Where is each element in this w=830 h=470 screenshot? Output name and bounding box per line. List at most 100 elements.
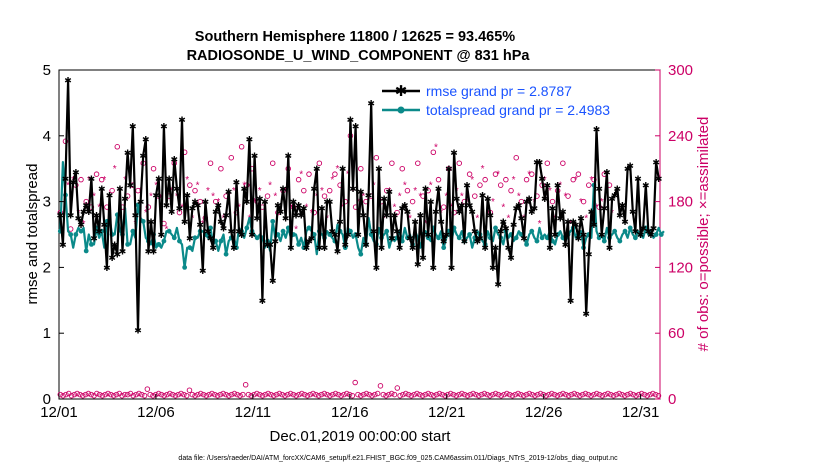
- obs-assimilated-point: *: [294, 225, 298, 236]
- obs-low-count-point: [622, 392, 628, 399]
- spread-point: [368, 232, 374, 237]
- spread-point: [280, 228, 286, 234]
- rmse-point: ✱: [621, 217, 629, 227]
- rmse-point: ✱: [111, 240, 119, 250]
- obs-assimilated-point: *: [501, 203, 505, 214]
- obs-possible-point: [212, 198, 219, 205]
- rmse-point: ✱: [243, 197, 251, 207]
- obs-low-count-point: [256, 391, 263, 398]
- obs-low-count-point: [324, 391, 330, 398]
- rmse-point: ✱: [562, 240, 570, 250]
- obs-low-count-point: [388, 390, 395, 397]
- rmse-point: ✱: [601, 204, 609, 214]
- x-tick-label: 12/21: [428, 404, 466, 421]
- obs-possible-point: [373, 154, 380, 161]
- obs-low-count-point: [248, 392, 255, 399]
- rmse-point: ✱: [300, 204, 308, 214]
- obs-assimilated-point: *: [206, 186, 210, 197]
- rmse-point: ✱: [114, 250, 122, 260]
- rmse-point: ✱: [492, 243, 500, 253]
- rmse-point: ✱: [556, 214, 564, 224]
- obs-low-count-point: [276, 390, 283, 397]
- rmse-point: ✱: [538, 174, 546, 184]
- obs-low-count-point: [577, 392, 583, 399]
- rmse-point: ✱: [419, 253, 427, 263]
- obs-assimilated-point: *: [299, 170, 303, 181]
- obs-assimilated-point: *: [102, 175, 106, 186]
- rmse-point: ✱: [455, 207, 463, 217]
- rmse-point: ✱: [354, 230, 362, 240]
- data-file-footnote: data file: /Users/raeder/DAI/ATM_forcXX/…: [178, 455, 618, 462]
- rmse-point: ✱: [608, 194, 616, 204]
- obs-possible-point: [565, 193, 571, 199]
- spread-point: [301, 245, 307, 251]
- y2-tick-label: 60: [668, 325, 685, 342]
- obs-low-count-point: [610, 392, 617, 399]
- rmse-point: ✱: [67, 210, 75, 220]
- obs-low-count-point: [436, 390, 443, 397]
- obs-low-count-point: [467, 391, 474, 398]
- obs-low-count-point: [636, 391, 642, 398]
- obs-low-count-point: [537, 390, 544, 397]
- obs-low-count-point: [341, 391, 347, 398]
- obs-possible-point: [114, 144, 121, 150]
- rmse-point: ✱: [69, 177, 77, 187]
- obs-low-count-point: [475, 392, 482, 399]
- rmse-point: ✱: [409, 243, 417, 253]
- rmse-point: ✱: [238, 230, 246, 240]
- obs-low-count-point: [136, 390, 142, 397]
- obs-assimilated-point: *: [475, 214, 479, 225]
- obs-assimilated-point: *: [548, 186, 552, 197]
- rmse-point: ✱: [380, 194, 388, 204]
- rmse-point: ✱: [158, 230, 166, 240]
- obs-possible-point: [269, 160, 276, 166]
- rmse-point: ✱: [339, 164, 347, 174]
- obs-assimilated-point: *: [413, 186, 417, 197]
- obs-low-count-point: [563, 391, 569, 398]
- obs-low-count-point: [422, 391, 429, 398]
- rmse-point: ✱: [544, 181, 552, 191]
- obs-low-count-point: [335, 391, 342, 398]
- y2-tick-label: 120: [668, 259, 693, 276]
- spread-point: [653, 232, 659, 237]
- rmse-point: ✱: [487, 210, 495, 220]
- obs-assimilated-point: *: [491, 197, 495, 208]
- obs-low-count-point: [296, 391, 302, 398]
- rmse-point: ✱: [603, 167, 611, 177]
- rmse-point: ✱: [536, 158, 544, 168]
- spread-point: [208, 225, 213, 231]
- spread-point: [632, 235, 638, 241]
- obs-low-count-point: [175, 391, 181, 398]
- obs-possible-point: [326, 187, 333, 194]
- obs-possible-point: [176, 209, 183, 216]
- obs-low-count-point: [293, 392, 299, 399]
- obs-possible-point: [492, 171, 499, 177]
- obs-low-count-point: [652, 391, 659, 398]
- rmse-point: ✱: [310, 184, 318, 194]
- obs-low-count-point: [270, 392, 277, 399]
- obs-low-count-point: [433, 391, 440, 398]
- obs-low-count-point: [178, 390, 184, 397]
- obs-possible-point: [591, 176, 597, 183]
- obs-low-count-point: [411, 391, 417, 398]
- obs-low-count-point: [68, 392, 75, 399]
- obs-low-count-point: [301, 391, 308, 398]
- obs-assimilated-point: *: [382, 214, 386, 225]
- rmse-point: ✱: [176, 204, 184, 214]
- rmse-point: ✱: [500, 217, 508, 227]
- obs-low-count-point: [487, 392, 493, 399]
- rmse-point: ✱: [383, 210, 391, 220]
- obs-low-count-point: [605, 390, 611, 397]
- rmse-point: ✱: [505, 243, 513, 253]
- rmse-point: ✱: [292, 210, 300, 220]
- obs-low-count-point: [585, 391, 592, 398]
- rmse-point: ✱: [282, 214, 290, 224]
- obs-low-count-point: [405, 391, 412, 398]
- rmse-point: ✱: [209, 243, 217, 253]
- obs-low-count-point: [565, 392, 572, 399]
- obs-assimilated-point: *: [144, 208, 148, 219]
- obs-assimilated-point: *: [165, 225, 169, 236]
- rmse-point: ✱: [152, 191, 160, 201]
- obs-low-count-point: [94, 390, 100, 397]
- x-tick-label: 12/11: [235, 404, 271, 421]
